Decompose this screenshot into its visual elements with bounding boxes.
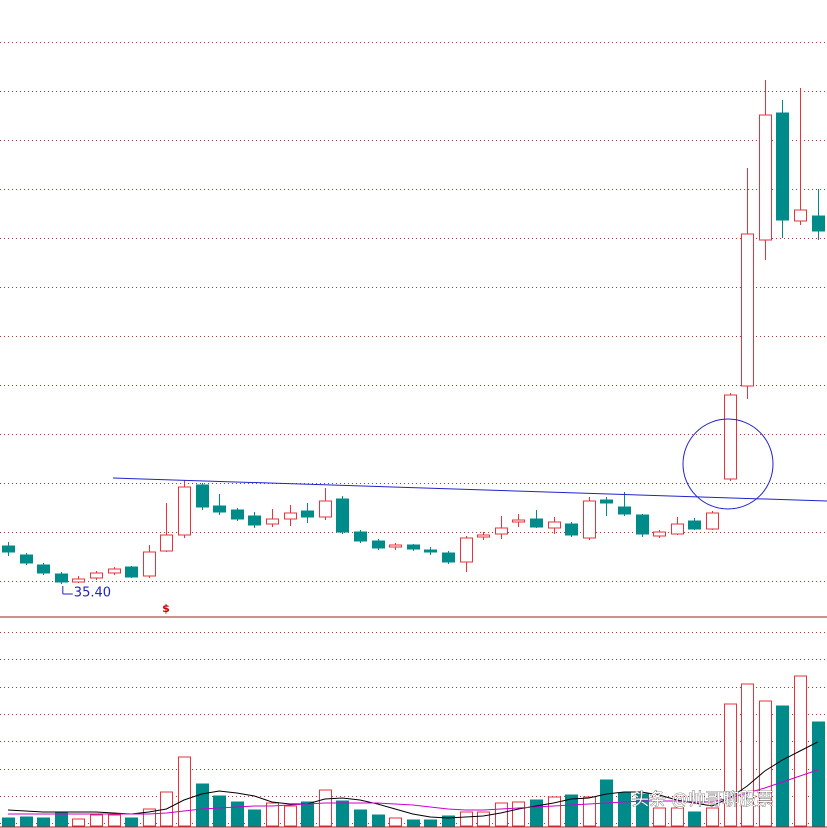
volume-bar — [196, 783, 209, 827]
volume-bar — [248, 809, 261, 827]
volume-bar — [37, 817, 50, 827]
candle-body — [389, 544, 402, 548]
volume-bar — [266, 802, 279, 827]
volume-bar — [143, 808, 156, 827]
candle-body — [653, 531, 666, 537]
candle-body — [618, 506, 631, 515]
candle-body — [741, 233, 754, 387]
highlight-circle — [682, 418, 774, 510]
volume-bar — [741, 683, 754, 827]
candle-body — [565, 523, 578, 536]
volume-bar — [460, 811, 473, 827]
candle-body — [2, 545, 15, 553]
candle-body — [196, 484, 209, 508]
candle-body — [301, 510, 314, 518]
volume-ma-line — [8, 769, 818, 815]
candle-body — [600, 499, 613, 504]
volume-bar — [671, 807, 684, 827]
candle-body — [20, 554, 33, 564]
volume-bar — [530, 799, 543, 827]
low-label: 35.40 — [74, 586, 111, 601]
volume-bar — [407, 819, 420, 827]
candle-body — [706, 512, 719, 530]
volume-bar — [442, 815, 455, 827]
candle-body — [530, 518, 543, 528]
candle-body — [407, 544, 420, 550]
candle-body — [266, 518, 279, 525]
candle-body — [90, 572, 103, 579]
trend-line — [112, 477, 827, 502]
candle-body — [759, 114, 772, 241]
volume-bar — [2, 817, 15, 827]
candle-body — [512, 519, 525, 523]
candle-body — [495, 527, 508, 535]
volume-bar — [20, 816, 33, 827]
candle-body — [688, 520, 701, 530]
volume-bar — [636, 793, 649, 827]
candle-body — [231, 509, 244, 520]
volume-bar — [372, 814, 385, 827]
volume-bar — [618, 792, 631, 827]
candle-body — [636, 514, 649, 535]
volume-bar — [548, 796, 561, 827]
candle-body — [442, 552, 455, 563]
marker-text: $ — [162, 602, 170, 615]
volume-bar — [231, 801, 244, 827]
candle-body — [794, 209, 807, 222]
volume-bar — [90, 814, 103, 827]
candle-body — [812, 215, 825, 232]
volume-bar — [512, 801, 525, 827]
candle-body — [424, 549, 437, 553]
candle-body — [125, 566, 138, 578]
candle-body — [160, 534, 173, 552]
candle-body — [776, 112, 789, 221]
candle-body — [477, 534, 490, 538]
volume-bar — [319, 789, 332, 827]
volume-bar — [125, 817, 138, 827]
volume-bar — [336, 800, 349, 827]
candle-body — [178, 486, 191, 536]
candle-body — [213, 505, 226, 513]
watermark: 头条 @帅哥聊股票 — [632, 790, 773, 810]
candle-body — [55, 573, 68, 583]
volume-bar — [477, 811, 490, 827]
volume-bar — [72, 818, 85, 827]
candle-body — [72, 578, 85, 583]
volume-bar — [776, 705, 789, 827]
candle-body — [671, 523, 684, 535]
candle-body — [548, 521, 561, 529]
candle-body — [248, 515, 261, 526]
volume-bar — [688, 811, 701, 827]
volume-bar — [565, 794, 578, 827]
candle-body — [460, 537, 473, 563]
candle-body — [336, 498, 349, 533]
candle-body — [583, 500, 596, 539]
volume-bar — [389, 817, 402, 827]
candle-body — [319, 500, 332, 518]
volume-bar — [178, 756, 191, 827]
candle-body — [354, 531, 367, 542]
candle-body — [108, 568, 121, 574]
volume-bar — [706, 807, 719, 827]
volume-bar — [284, 805, 297, 827]
volume-bar — [495, 802, 508, 827]
candle-body — [372, 540, 385, 549]
volume-bar — [653, 807, 666, 827]
candle-body — [143, 551, 156, 577]
volume-bar — [108, 814, 121, 827]
candle-body — [37, 564, 50, 574]
candle-body — [724, 394, 737, 480]
volume-bar — [301, 801, 314, 827]
volume-bar — [55, 812, 68, 827]
volume-bar — [424, 819, 437, 827]
candle-body — [284, 512, 297, 520]
volume-bar — [759, 700, 772, 827]
volume-bar — [354, 809, 367, 827]
volume-bar — [812, 721, 825, 827]
volume-bar — [583, 796, 596, 827]
volume-bar — [213, 795, 226, 827]
